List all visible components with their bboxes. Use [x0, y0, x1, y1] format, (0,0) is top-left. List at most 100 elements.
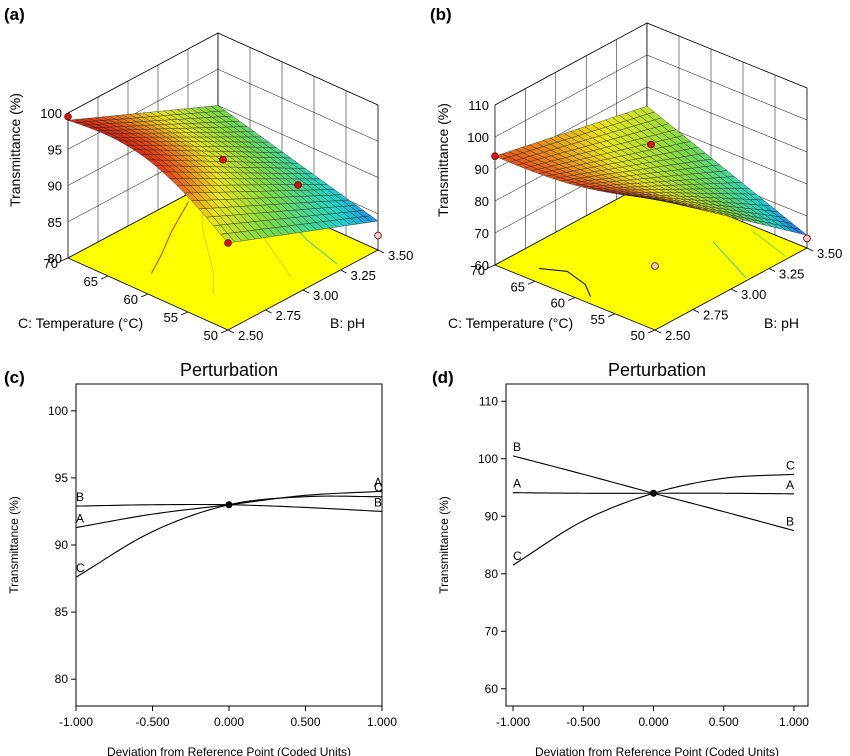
x-tick-label: -1.000: [59, 715, 93, 729]
x-tick-label: 1.000: [779, 715, 809, 729]
design-point: [647, 140, 655, 149]
temperature-tick-mark: [567, 297, 576, 301]
wall-gridline: [67, 32, 219, 114]
reference-point: [225, 501, 233, 509]
y-tick-label: 95: [55, 471, 69, 485]
plot-frame: [505, 383, 809, 707]
design-point: [651, 262, 659, 270]
z-tick-label: 90: [48, 179, 62, 194]
panel-a-surface-plot: 80 85 90 95 100 Transmittance (%) 2.50 2.75 3.00…: [4, 5, 413, 343]
x-tick-label: -1.000: [496, 715, 530, 729]
temperature-tick-label: 50: [631, 328, 645, 343]
panel-label: (d): [432, 368, 454, 387]
series-label-start: A: [513, 477, 521, 491]
ph-tick-label: 3.50: [817, 246, 842, 261]
x-tick-label: 0.500: [709, 715, 739, 729]
y-tick-label: 80: [485, 567, 499, 581]
temperature-tick-label: 50: [204, 328, 218, 343]
ph-tick-mark: [227, 329, 235, 334]
temperature-tick-label: 70: [44, 256, 58, 271]
wall-gridline: [217, 105, 379, 178]
y-tick-label: 90: [55, 538, 69, 552]
reference-point: [649, 489, 657, 497]
temperature-tick-label: 65: [84, 274, 98, 289]
z-tick-label: 100: [467, 130, 489, 145]
x-tick-label: -0.500: [566, 715, 600, 729]
surface-facet: [363, 215, 379, 223]
ph-tick-label: 3.50: [388, 248, 413, 263]
floor-contour-line: [712, 241, 747, 279]
ph-tick-label: 2.50: [665, 328, 690, 343]
temperature-tick-mark: [647, 329, 656, 334]
x-tick-label: 0.000: [638, 715, 668, 729]
ph-tick-mark: [730, 288, 738, 293]
wall-gridline: [494, 22, 648, 106]
temperature-tick-mark: [487, 264, 496, 269]
ph-tick-mark: [302, 289, 310, 294]
ph-tick-label: 3.00: [741, 287, 766, 302]
ph-tick-mark: [768, 268, 776, 272]
x-tick-label: 1.000: [367, 715, 397, 729]
y-axis-title: Transmittance (%): [437, 496, 451, 594]
design-point: [491, 152, 499, 161]
wall-gridline: [67, 69, 219, 150]
ph-tick-label: 3.00: [313, 288, 338, 303]
x-axis-title: Deviation from Reference Point (Coded Un…: [535, 745, 779, 756]
panel-label: (a): [4, 5, 25, 24]
y-tick-label: 70: [485, 624, 499, 638]
wall-gridline: [646, 86, 808, 153]
panel-c-perturbation-plot: Perturbation 80 85 90 95 100 -1.000 -0.500 0.000…: [4, 360, 397, 756]
ph-tick-mark: [265, 309, 272, 314]
series-label-start: A: [76, 512, 84, 526]
series-label-end: C: [786, 458, 795, 472]
temperature-tick-mark: [220, 329, 229, 334]
ph-tick-label: 2.75: [276, 308, 301, 323]
z-tick-label: 95: [48, 142, 62, 157]
floor-contour-line: [538, 268, 592, 297]
x-tick-label: 0.000: [214, 715, 244, 729]
x-tick-label: -0.500: [135, 715, 169, 729]
y-tick-label: 85: [55, 605, 69, 619]
z-axis-title: Transmittance (%): [7, 93, 23, 207]
x-axis-title: Deviation from Reference Point (Coded Un…: [107, 745, 351, 756]
temperature-tick-mark: [180, 311, 189, 316]
z-axis-title: Transmittance (%): [435, 103, 451, 217]
ph-tick-label: 3.25: [779, 267, 804, 282]
series-label-start: C: [513, 549, 522, 563]
temperature-tick-label: 60: [124, 292, 138, 307]
chart-title: Perturbation: [608, 360, 706, 380]
panel-label: (b): [430, 5, 452, 24]
z-tick-label: 80: [48, 251, 62, 266]
z-tick-label: 90: [475, 162, 489, 177]
series-label-end: A: [786, 478, 794, 492]
temperature-tick-label: 55: [591, 312, 605, 327]
temperature-tick-label: 55: [164, 310, 178, 325]
wall-gridline: [646, 22, 808, 89]
temperature-tick-label: 70: [471, 263, 485, 278]
panel-d-perturbation-plot: Perturbation 60 70 80 90 100 110 -1.000 -0.500 0.…: [432, 360, 809, 756]
temperature-axis-title: C: Temperature (°C): [448, 315, 573, 331]
ph-tick-mark: [340, 269, 347, 274]
chart-title: Perturbation: [180, 360, 278, 380]
y-tick-label: 110: [479, 394, 498, 408]
temperature-tick-mark: [100, 275, 109, 280]
z-tick-label: 100: [40, 106, 62, 121]
y-tick-label: 90: [485, 509, 499, 523]
ph-tick-label: 2.75: [703, 308, 728, 323]
design-point: [219, 155, 227, 164]
temperature-tick-mark: [527, 280, 536, 285]
surface-facet: [792, 227, 808, 236]
series-label-start: C: [76, 561, 85, 575]
z-tick-label: 60: [475, 258, 489, 273]
temperature-tick-label: 65: [511, 279, 525, 294]
series-label-end: B: [786, 515, 794, 529]
temperature-tick-mark: [60, 257, 69, 262]
ph-axis-title: B: pH: [764, 315, 799, 331]
series-label-start: B: [513, 440, 521, 454]
series-label-end: A: [374, 475, 382, 489]
series-label-end: B: [374, 495, 382, 509]
y-tick-label: 100: [478, 452, 498, 466]
ph-tick-mark: [806, 247, 814, 252]
temperature-axis-title: C: Temperature (°C): [18, 315, 143, 331]
